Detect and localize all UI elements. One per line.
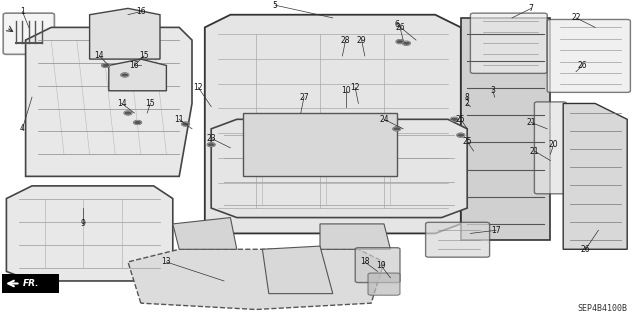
Text: 26: 26 [580, 245, 591, 254]
Polygon shape [26, 27, 192, 176]
Circle shape [207, 143, 215, 146]
Text: 4: 4 [20, 124, 25, 133]
Text: 25: 25 [456, 115, 466, 124]
Circle shape [451, 117, 458, 121]
Circle shape [121, 73, 129, 77]
Text: 25: 25 [462, 137, 472, 146]
Text: 29: 29 [356, 36, 367, 45]
Circle shape [124, 111, 132, 115]
Text: 26: 26 [395, 23, 405, 32]
Polygon shape [173, 218, 237, 249]
Text: 7: 7 [529, 4, 534, 13]
Polygon shape [243, 113, 397, 176]
Text: 28: 28 [341, 36, 350, 45]
Text: 22: 22 [572, 13, 580, 22]
Text: 21: 21 [527, 118, 536, 127]
Text: 1: 1 [20, 7, 25, 16]
Circle shape [396, 40, 404, 44]
Circle shape [182, 122, 189, 126]
Text: 6: 6 [394, 20, 399, 29]
Polygon shape [128, 249, 384, 309]
Text: 12: 12 [194, 83, 203, 92]
Text: SEP4B4100B: SEP4B4100B [577, 304, 627, 313]
Text: FR.: FR. [22, 279, 39, 288]
Text: 8: 8 [465, 93, 470, 102]
Text: 20: 20 [548, 140, 559, 149]
Polygon shape [563, 103, 627, 249]
FancyBboxPatch shape [470, 13, 547, 73]
Text: 14: 14 [116, 99, 127, 108]
Circle shape [403, 41, 410, 45]
Polygon shape [320, 224, 390, 249]
Circle shape [102, 63, 109, 67]
Text: 23: 23 [206, 134, 216, 143]
Text: 9: 9 [81, 219, 86, 228]
Circle shape [393, 127, 401, 131]
Text: 18: 18 [360, 257, 369, 266]
Text: 24: 24 [379, 115, 389, 124]
FancyBboxPatch shape [534, 102, 566, 194]
Polygon shape [461, 18, 550, 240]
Text: 11: 11 [175, 115, 184, 124]
Text: 27: 27 [299, 93, 309, 102]
Polygon shape [211, 119, 467, 218]
Circle shape [134, 121, 141, 124]
Text: 10: 10 [340, 86, 351, 95]
Polygon shape [109, 59, 166, 91]
Text: 5: 5 [273, 1, 278, 10]
Polygon shape [6, 186, 173, 281]
FancyBboxPatch shape [2, 274, 59, 293]
Polygon shape [90, 8, 160, 59]
Text: 15: 15 [139, 51, 149, 60]
Text: 15: 15 [145, 99, 156, 108]
Polygon shape [262, 246, 333, 294]
FancyBboxPatch shape [355, 248, 400, 283]
FancyBboxPatch shape [368, 273, 400, 295]
Text: 14: 14 [94, 51, 104, 60]
FancyBboxPatch shape [547, 19, 630, 93]
Text: 3: 3 [490, 86, 495, 95]
Circle shape [457, 133, 465, 137]
Text: 17: 17 [491, 226, 501, 235]
Text: 26: 26 [577, 61, 588, 70]
Polygon shape [205, 15, 461, 234]
Text: 19: 19 [376, 261, 386, 270]
FancyBboxPatch shape [3, 13, 54, 54]
Text: 21: 21 [530, 146, 539, 156]
Text: 16: 16 [136, 7, 146, 16]
Text: 2: 2 [465, 99, 470, 108]
Text: 13: 13 [161, 257, 172, 266]
Text: 12: 12 [351, 83, 360, 92]
FancyBboxPatch shape [426, 222, 490, 257]
Text: 16: 16 [129, 61, 140, 70]
